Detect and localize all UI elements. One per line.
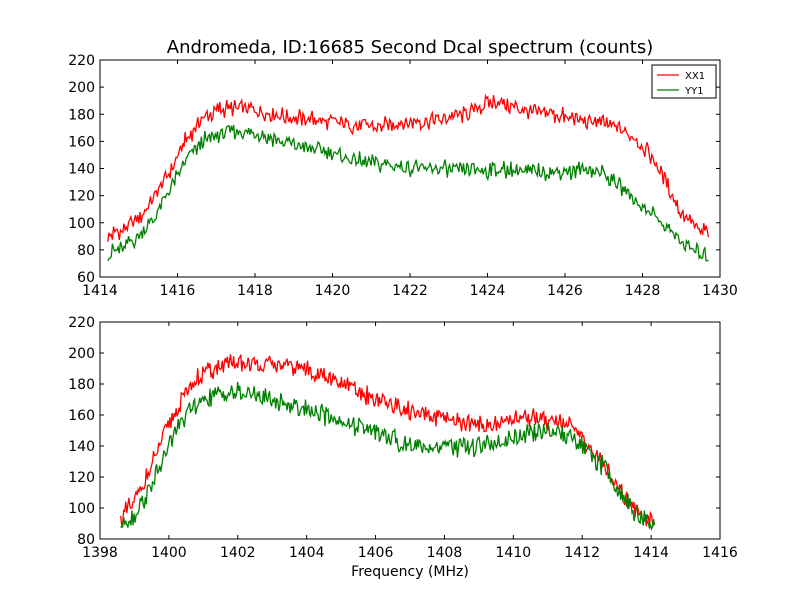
legend-label-yy1: YY1 <box>684 86 704 97</box>
x-tick-label: 1424 <box>470 283 506 299</box>
x-tick-label: 1426 <box>547 283 583 299</box>
x-tick-label: 1418 <box>237 283 273 299</box>
legend-label-xx1: XX1 <box>685 71 705 82</box>
y-tick-label: 160 <box>68 134 95 150</box>
series-line-xx1 <box>120 354 656 529</box>
x-tick-label: 1404 <box>289 545 325 561</box>
x-tick-label: 1408 <box>427 545 463 561</box>
y-tick-label: 120 <box>68 470 95 486</box>
plot-frame <box>99 321 721 540</box>
y-tick-label: 200 <box>68 346 95 362</box>
y-tick-label: 220 <box>68 315 95 331</box>
y-tick-label: 140 <box>68 439 95 455</box>
x-tick-label: 1416 <box>702 545 738 561</box>
y-tick-label: 160 <box>68 408 95 424</box>
x-tick-label: 1422 <box>392 283 428 299</box>
chart-title: Andromeda, ID:16685 Second Dcal spectrum… <box>167 37 653 58</box>
y-tick-label: 60 <box>77 270 95 286</box>
series-line-yy1 <box>107 124 709 262</box>
x-tick-label: 1406 <box>358 545 394 561</box>
bottom-spectrum-panel: 1398 1400 1402 1404 1406 1408 1410 1412 1414 1416… <box>68 315 738 561</box>
x-tick-label: 1410 <box>496 545 532 561</box>
y-tick-label: 180 <box>68 107 95 123</box>
x-tick-label: 1430 <box>702 283 738 299</box>
x-tick-label: 1400 <box>151 545 187 561</box>
y-tick-label: 140 <box>68 162 95 178</box>
series-line-xx1 <box>107 93 710 242</box>
x-tick-label: 1398 <box>82 545 118 561</box>
y-tick-label: 80 <box>77 532 95 548</box>
x-axis-label: Frequency (MHz) <box>351 564 469 580</box>
y-tick-label: 200 <box>68 80 95 96</box>
x-tick-label: 1414 <box>633 545 669 561</box>
x-tick-label: 1412 <box>564 545 600 561</box>
y-tick-label: 180 <box>68 377 95 393</box>
plot-area <box>100 322 720 539</box>
plot-area <box>100 60 720 277</box>
series-line-yy1 <box>120 381 656 531</box>
y-tick-label: 80 <box>77 243 95 259</box>
x-tick-label: 1414 <box>82 283 118 299</box>
x-tick-label: 1428 <box>625 283 661 299</box>
legend-box <box>651 64 717 99</box>
x-tick-label: 1402 <box>220 545 256 561</box>
y-tick-label: 220 <box>68 53 95 69</box>
y-tick-label: 100 <box>68 501 95 517</box>
y-tick-label: 120 <box>68 189 95 205</box>
y-tick-label: 100 <box>68 216 95 232</box>
x-tick-label: 1416 <box>160 283 196 299</box>
top-spectrum-panel: 1414 1416 1418 1420 1422 1424 1426 1428 1430 60 80… <box>68 53 738 299</box>
x-tick-label: 1420 <box>315 283 351 299</box>
